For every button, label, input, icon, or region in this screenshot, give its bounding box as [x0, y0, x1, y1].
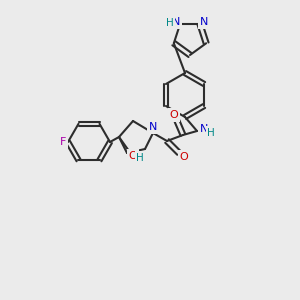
- Text: N: N: [149, 122, 157, 132]
- Text: O: O: [169, 110, 178, 120]
- Text: H: H: [207, 128, 215, 138]
- Text: N: N: [172, 17, 180, 27]
- Text: F: F: [60, 137, 66, 147]
- Text: N: N: [200, 17, 208, 27]
- Text: O: O: [129, 151, 137, 161]
- Text: H: H: [166, 18, 174, 28]
- Text: N: N: [200, 124, 208, 134]
- Text: O: O: [180, 152, 188, 162]
- Text: H: H: [136, 153, 144, 163]
